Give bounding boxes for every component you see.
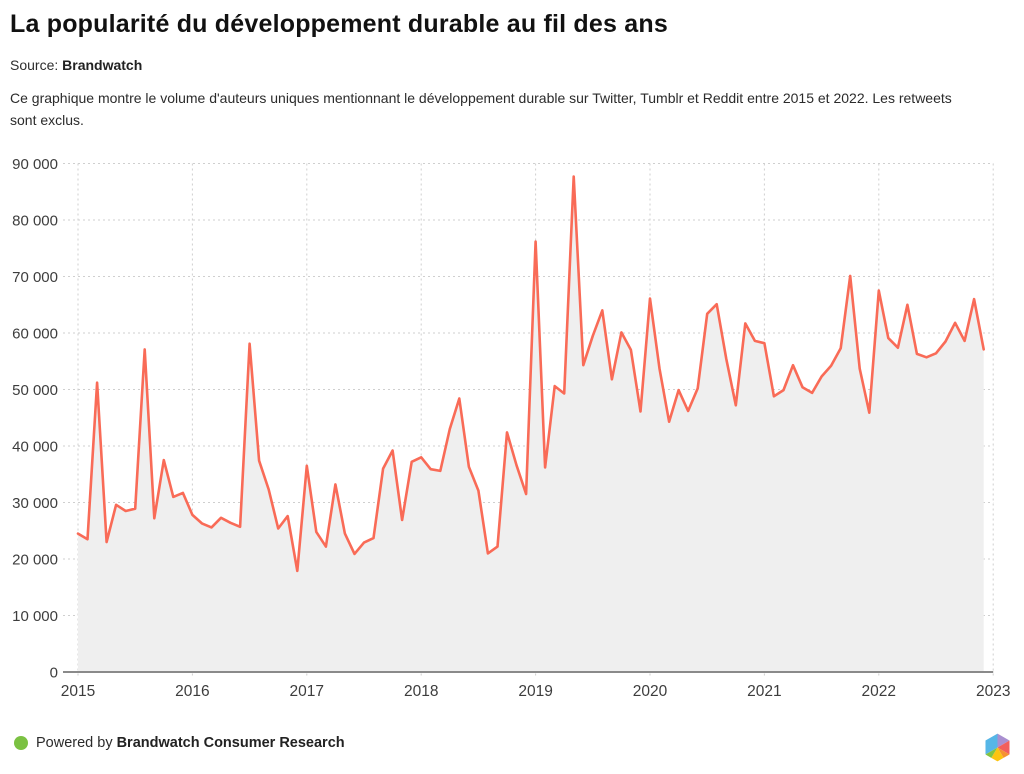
chart-description: Ce graphique montre le volume d'auteurs … xyxy=(10,90,952,128)
svg-text:70 000: 70 000 xyxy=(12,269,58,286)
svg-text:2023: 2023 xyxy=(976,683,1010,700)
chart-area: 0 10 000 20 000 30 000 40 000 50 000 60 000 70 … xyxy=(0,140,1024,710)
source-label: Source: xyxy=(10,57,59,73)
svg-text:50 000: 50 000 xyxy=(12,382,58,399)
footer-brand-name: Brandwatch Consumer Research xyxy=(116,735,345,751)
footer: Powered by Brandwatch Consumer Research xyxy=(14,735,345,751)
svg-text:20 000: 20 000 xyxy=(12,552,58,569)
svg-text:2016: 2016 xyxy=(175,683,209,700)
page-title: La popularité du développement durable a… xyxy=(10,10,668,38)
powered-by-label: Powered by xyxy=(36,735,113,751)
svg-text:90 000: 90 000 xyxy=(12,156,58,173)
svg-text:2017: 2017 xyxy=(290,683,324,700)
svg-text:2019: 2019 xyxy=(518,683,552,700)
series-area-fill xyxy=(78,176,984,672)
brandwatch-hexagon-logo-icon xyxy=(985,733,1010,762)
svg-text:30 000: 30 000 xyxy=(12,495,58,512)
svg-text:60 000: 60 000 xyxy=(12,326,58,343)
svg-text:2020: 2020 xyxy=(633,683,668,700)
source-line: Source: Brandwatch xyxy=(10,57,990,73)
trend-chart: 0 10 000 20 000 30 000 40 000 50 000 60 000 70 … xyxy=(12,156,1011,700)
svg-text:40 000: 40 000 xyxy=(12,439,58,456)
source-name: Brandwatch xyxy=(62,57,143,73)
svg-text:0: 0 xyxy=(50,665,58,682)
x-axis-tick-labels: 2015 2016 2017 2018 2019 2020 2021 2022 2023 xyxy=(61,683,1011,700)
svg-text:2021: 2021 xyxy=(747,683,781,700)
svg-text:10 000: 10 000 xyxy=(12,608,58,625)
svg-text:2022: 2022 xyxy=(862,683,896,700)
svg-text:80 000: 80 000 xyxy=(12,213,58,230)
y-axis-tick-labels: 0 10 000 20 000 30 000 40 000 50 000 60 000 70 … xyxy=(12,156,58,682)
svg-text:2015: 2015 xyxy=(61,683,95,700)
svg-text:2018: 2018 xyxy=(404,683,438,700)
brand-dot-icon xyxy=(14,736,28,750)
series-line xyxy=(76,175,985,573)
chart-header: La popularité du développement durable a… xyxy=(10,10,990,131)
